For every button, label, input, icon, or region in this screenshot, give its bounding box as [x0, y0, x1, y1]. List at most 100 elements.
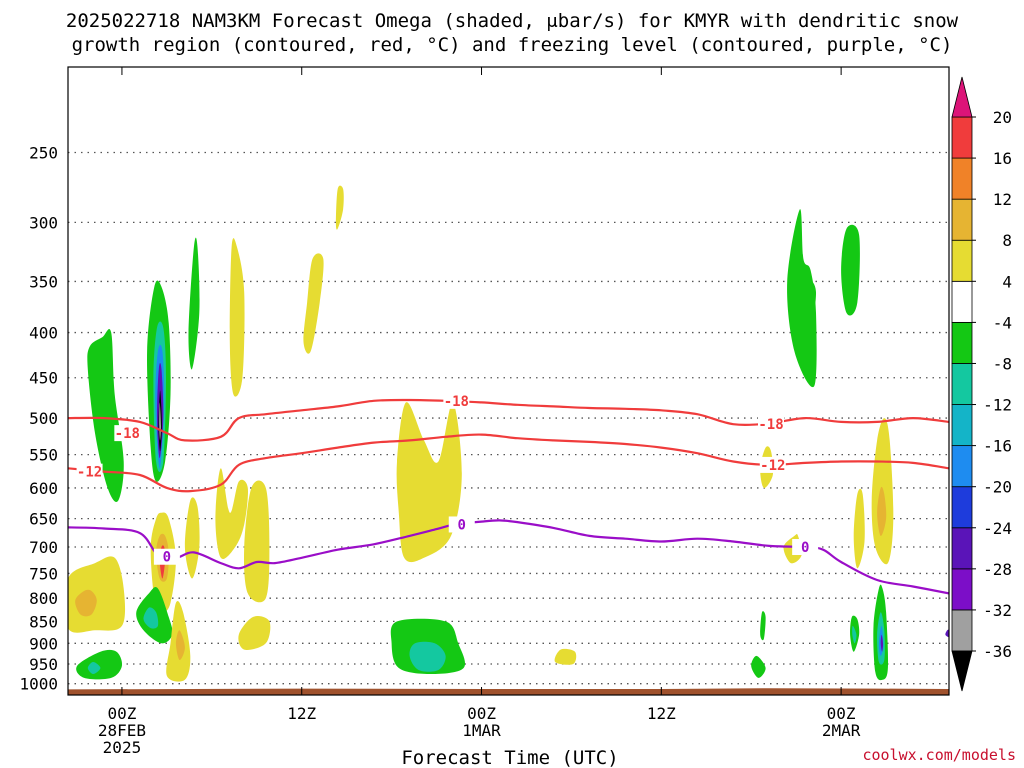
- colorbar-arrow-top: [951, 76, 973, 118]
- colorbar-band: [951, 280, 973, 323]
- omega-region-cyan-1: [87, 662, 101, 674]
- omega-region-orange-15: [877, 486, 887, 536]
- omega-region-yellow-7: [243, 480, 270, 603]
- omega-region-purple-14: [945, 629, 949, 638]
- omega-region-cyan-5: [143, 607, 159, 629]
- contour-label-bg: [443, 392, 470, 409]
- colorbar: -36 -32 -28 -24 -20 -16 -12 -8 -4 4 8 12 16 20: [951, 76, 1012, 692]
- y-tick-label: 450: [29, 369, 58, 388]
- contour-label-bg: [153, 548, 180, 565]
- contour-label-bg: [759, 456, 786, 473]
- y-tick-label: 650: [29, 510, 58, 529]
- colorbar-label: 16: [993, 149, 1012, 168]
- colorbar-band: [951, 568, 973, 611]
- contour-label--18: -18: [115, 426, 140, 442]
- contour-label--12: -12: [760, 458, 785, 474]
- colorbar-band: [951, 363, 973, 405]
- x-axis-title: Forecast Time (UTC): [401, 747, 618, 768]
- colorbar-label: -20: [983, 478, 1012, 497]
- omega-region-cyan-11: [852, 625, 857, 644]
- omega-region-cyan-6: [409, 641, 446, 672]
- omega-shading: [68, 185, 949, 682]
- contour-label-0: 0: [458, 517, 466, 533]
- terrain: [68, 688, 949, 695]
- colorbar-band: [951, 198, 973, 241]
- omega-region-orange-1: [75, 589, 97, 617]
- omega-region-green-12: [760, 611, 766, 641]
- y-tick-label: 300: [29, 213, 58, 232]
- contour-label-bg: [448, 516, 475, 533]
- x-tick-label: 2025: [103, 738, 142, 757]
- colorbar-band: [951, 239, 973, 282]
- x-tick-label: 1MAR: [462, 721, 501, 740]
- omega-region-green-4: [188, 237, 200, 370]
- terrain-band: [68, 688, 949, 695]
- y-tick-label: 250: [29, 143, 58, 162]
- y-tick-label: 400: [29, 324, 58, 343]
- x-tick-label: 00Z: [107, 704, 136, 723]
- x-tick-label: 2MAR: [822, 721, 861, 740]
- colorbar-label: 20: [993, 108, 1012, 127]
- contour-label-0: 0: [163, 550, 171, 566]
- omega-region-yellow-6: [215, 468, 248, 560]
- contour-line--18: [68, 398, 949, 442]
- omega-region-purple-10: [880, 634, 884, 652]
- x-tick-label: 00Z: [467, 704, 496, 723]
- x-tick-label: 28FEB: [98, 721, 146, 740]
- contour-labels: -18 -18 -18 -12 -12 0 0 0: [76, 392, 819, 566]
- contour-label--12: -12: [77, 465, 102, 481]
- contour-label-bg: [758, 416, 785, 433]
- colorbar-label: -12: [983, 396, 1012, 415]
- omega-region-yellow-12: [554, 648, 577, 665]
- contour-label-0: 0: [801, 540, 809, 556]
- omega-region-orange-3: [175, 630, 185, 661]
- colorbar-band: [951, 609, 973, 652]
- y-tick-label: 700: [29, 538, 58, 557]
- omega-region-yellow-9: [303, 253, 324, 354]
- contour-label-bg: [114, 425, 141, 442]
- contour-label-bg: [792, 539, 819, 556]
- y-axis: 250 300 350 400 450 500 550 600 650 700 750 800 850 9…: [19, 143, 58, 693]
- x-tick-label: 12Z: [647, 704, 676, 723]
- colorbar-label: -4: [993, 313, 1012, 332]
- colorbar-label: -36: [983, 642, 1012, 661]
- colorbar-label: 8: [1002, 231, 1012, 250]
- contour-line--12: [68, 433, 949, 493]
- colorbar-band: [951, 527, 973, 570]
- y-tick-label: 900: [29, 634, 58, 653]
- y-tick-label: 500: [29, 409, 58, 428]
- colorbar-arrow-bottom: [951, 650, 973, 692]
- y-tick-label: 800: [29, 589, 58, 608]
- omega-region-yellow-16: [853, 488, 865, 569]
- colorbar-band: [951, 116, 973, 159]
- colorbar-band: [951, 404, 973, 447]
- omega-region-yellow-8: [238, 616, 271, 650]
- contour-label-bg: [76, 463, 103, 480]
- omega-region-green-13: [751, 655, 766, 678]
- y-tick-label: 550: [29, 446, 58, 465]
- colorbar-band: [951, 321, 973, 364]
- contour-label--18: -18: [444, 394, 469, 410]
- omega-region-green-9: [841, 224, 860, 316]
- colorbar-label: -16: [983, 437, 1012, 456]
- omega-region-yellow-5: [229, 238, 245, 397]
- y-tick-label: 350: [29, 272, 58, 291]
- y-tick-label: 600: [29, 479, 58, 498]
- y-tick-label: 850: [29, 612, 58, 631]
- y-tick-label: 1000: [19, 675, 58, 694]
- x-tick-label: 12Z: [287, 704, 316, 723]
- colorbar-band: [951, 486, 973, 529]
- colorbar-label: -32: [983, 601, 1012, 620]
- omega-region-green-2: [87, 328, 124, 502]
- omega-region-green-1: [76, 649, 123, 680]
- colorbar-label: -28: [983, 560, 1012, 579]
- omega-region-green-8: [805, 280, 817, 334]
- y-tick-label: 750: [29, 564, 58, 583]
- colorbar-label: 12: [993, 190, 1012, 209]
- omega-region-green-7: [787, 209, 817, 388]
- credit-link[interactable]: coolwx.com/models: [862, 746, 1016, 764]
- colorbar-band: [951, 445, 973, 488]
